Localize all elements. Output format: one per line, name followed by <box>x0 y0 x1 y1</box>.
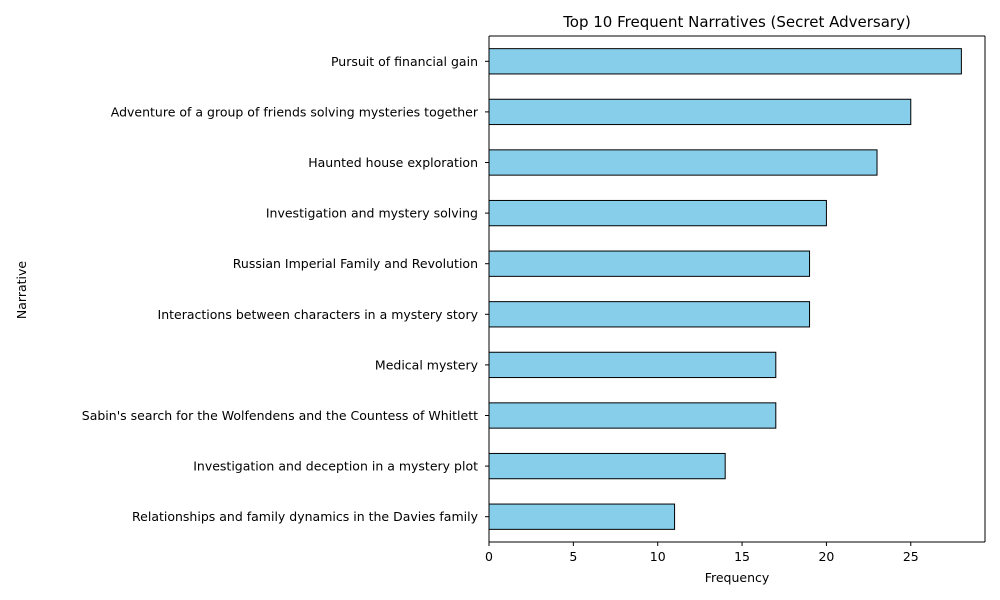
y-tick-label: Relationships and family dynamics in the… <box>132 509 479 524</box>
bar <box>488 250 811 277</box>
bar <box>488 301 811 328</box>
y-tick-label: Investigation and mystery solving <box>266 206 478 221</box>
x-tick-label: 0 <box>485 549 493 564</box>
y-tick-label: Sabin's search for the Wolfendens and th… <box>82 408 478 423</box>
bars-group <box>488 48 962 530</box>
axes-frame <box>488 35 986 543</box>
y-tick-label: Haunted house exploration <box>308 155 478 170</box>
x-ticks: 0 5 10 15 20 25 <box>485 542 919 564</box>
y-tick-label: Pursuit of financial gain <box>331 54 478 69</box>
x-tick-label: 20 <box>818 549 834 564</box>
y-tick-labels: Pursuit of financial gain Adventure of a … <box>82 54 489 524</box>
bar <box>488 48 962 75</box>
x-axis-label: Frequency <box>705 570 770 585</box>
bar <box>488 503 676 530</box>
chart-title: Top 10 Frequent Narratives (Secret Adver… <box>562 13 911 31</box>
bar <box>488 98 912 126</box>
y-tick-label: Medical mystery <box>375 357 479 372</box>
y-axis-label: Narrative <box>14 261 29 320</box>
y-tick-label: Adventure of a group of friends solving … <box>111 104 479 119</box>
x-tick-label: 25 <box>903 549 919 564</box>
y-tick-label: Investigation and deception in a mystery… <box>193 459 478 474</box>
bar <box>488 199 827 227</box>
bar <box>488 452 726 480</box>
bar <box>488 149 878 176</box>
bar <box>488 402 777 429</box>
y-tick-label: Russian Imperial Family and Revolution <box>233 256 478 271</box>
x-tick-label: 10 <box>650 549 666 564</box>
x-tick-label: 15 <box>734 549 750 564</box>
x-tick-label: 5 <box>569 549 577 564</box>
bar <box>488 351 777 379</box>
y-tick-label: Interactions between characters in a mys… <box>158 307 479 322</box>
